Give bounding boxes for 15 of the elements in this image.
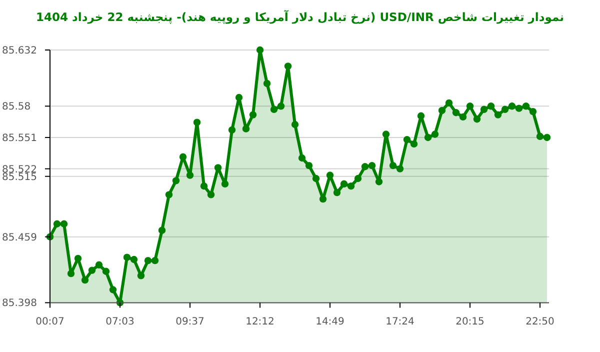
y-tick-label: 85.459 bbox=[2, 232, 37, 244]
x-tick-label: 12:12 bbox=[246, 316, 274, 328]
y-tick-label: 85.58 bbox=[2, 102, 31, 113]
y-tick-label: 85.515 bbox=[2, 172, 37, 183]
x-tick-label: 14:49 bbox=[316, 316, 344, 328]
x-tick-label: 09:37 bbox=[176, 316, 204, 328]
x-tick-label: 17:24 bbox=[386, 316, 414, 328]
y-tick-label: 85.398 bbox=[2, 298, 37, 310]
x-tick-label: 22:50 bbox=[526, 316, 554, 328]
x-tick-label: 07:03 bbox=[106, 316, 134, 328]
y-tick-label: 85.632 bbox=[2, 46, 37, 56]
x-tick-label: 20:15 bbox=[456, 316, 484, 328]
x-tick-label: 00:07 bbox=[36, 316, 64, 328]
y-tick-label: 85.551 bbox=[2, 132, 37, 144]
chart-title: نمودار تغییرات شاخص USD/INR (نرخ تبادل دلار آمریکا و روپیه هند)- پنجشنبه 22 خرداد 1404 bbox=[36, 10, 564, 24]
